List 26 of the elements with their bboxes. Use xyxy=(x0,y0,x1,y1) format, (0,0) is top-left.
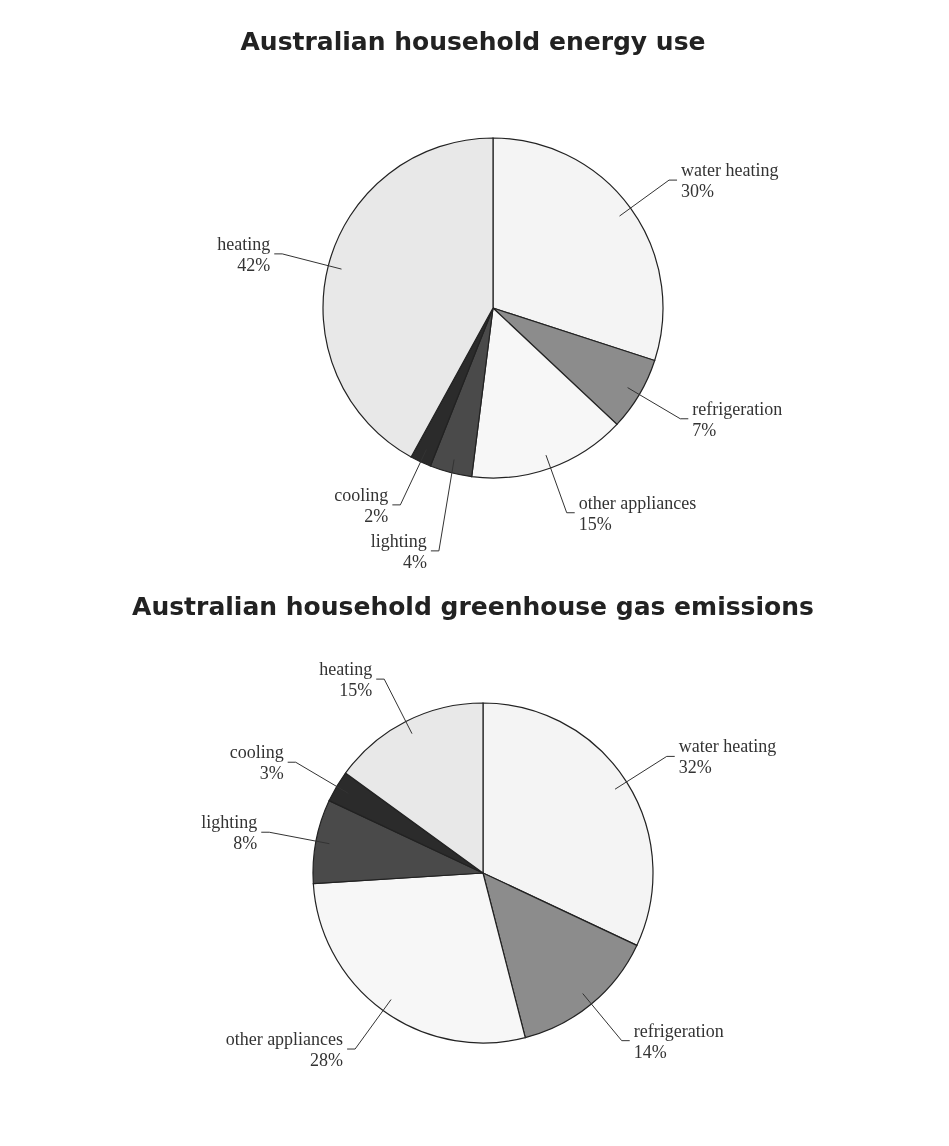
data-label: 8% xyxy=(233,833,258,854)
slice-label: water heating xyxy=(681,160,779,181)
slice-label: lighting xyxy=(201,812,258,833)
data-label: 42% xyxy=(237,254,271,275)
data-label: 14% xyxy=(633,1041,667,1062)
chart-title: Australian household greenhouse gas emissions xyxy=(132,592,814,621)
slice-label: refrigeration xyxy=(692,398,783,419)
data-label: 2% xyxy=(364,505,389,526)
data-label: 15% xyxy=(339,680,373,701)
slice-label: cooling xyxy=(334,484,389,505)
data-label: 4% xyxy=(402,551,427,572)
slice-label: heating xyxy=(319,659,373,680)
slice-label: water heating xyxy=(678,736,777,757)
chart-title: Australian household energy use xyxy=(240,27,706,56)
data-label: 30% xyxy=(681,181,715,202)
data-label: 3% xyxy=(259,763,284,784)
slice-label: lighting xyxy=(370,530,427,551)
slice-label: other appliances xyxy=(578,492,697,513)
slice-label: heating xyxy=(217,233,271,254)
data-label: 32% xyxy=(678,757,712,778)
data-label: 15% xyxy=(578,513,612,534)
data-label: 7% xyxy=(692,419,717,440)
slice-label: cooling xyxy=(229,742,284,763)
slice-label: other appliances xyxy=(225,1029,344,1050)
slice-label: refrigeration xyxy=(633,1020,724,1041)
data-label: 28% xyxy=(310,1050,344,1071)
